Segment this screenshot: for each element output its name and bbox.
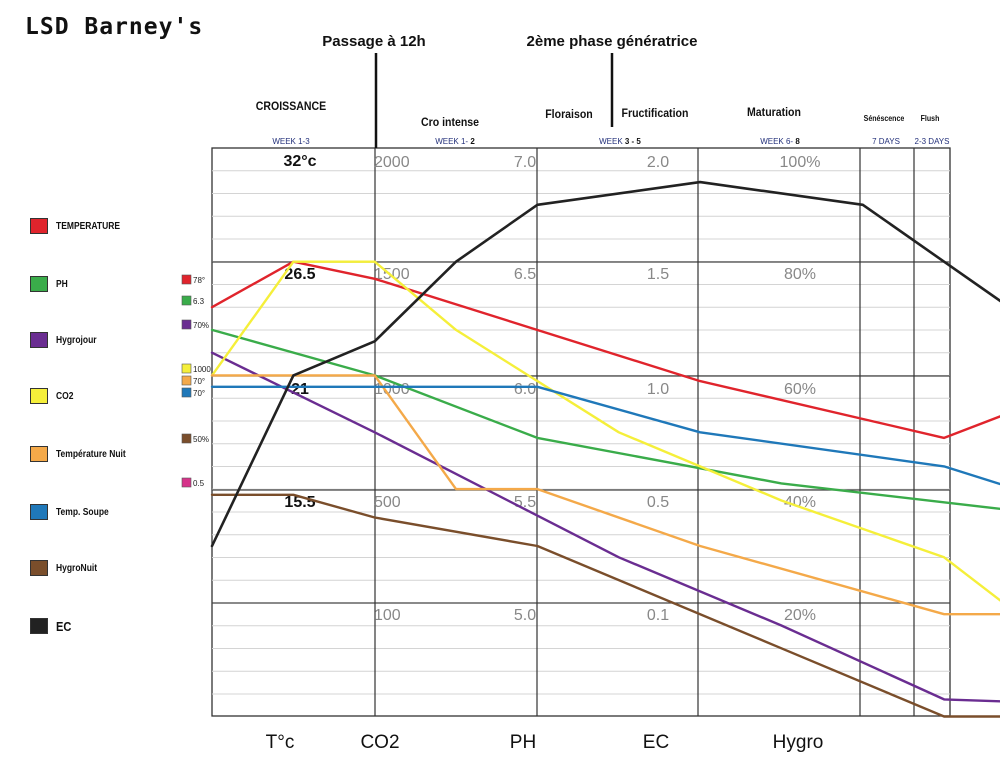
legend-item: CO2 bbox=[30, 386, 77, 406]
start-marker-label: 1000 bbox=[193, 365, 211, 374]
legend-label: TEMPERATURE bbox=[56, 220, 121, 232]
legend-swatch bbox=[30, 560, 48, 576]
tick-label: 100% bbox=[780, 154, 821, 171]
legend-swatch bbox=[30, 504, 48, 520]
series-line bbox=[210, 328, 1000, 511]
legend-label: HygroNuit bbox=[56, 562, 98, 574]
start-marker-label: 0.5 bbox=[193, 479, 205, 488]
tick-label: 32°c bbox=[283, 153, 316, 170]
phase-name: Floraison bbox=[545, 108, 593, 121]
phase-name: Flush bbox=[921, 114, 940, 124]
legend-label: Température Nuit bbox=[56, 448, 126, 460]
tick-label: 1500 bbox=[374, 266, 410, 283]
axis-name: Hygro bbox=[773, 732, 824, 753]
start-marker-swatch bbox=[181, 375, 192, 386]
start-marker-swatch bbox=[181, 387, 192, 398]
tick-label: 1.0 bbox=[647, 381, 669, 398]
axis-name: T°c bbox=[266, 732, 295, 753]
phase-week: WEEK 1-3 bbox=[272, 137, 310, 146]
plot-frame bbox=[211, 147, 951, 717]
phase-week: WEEK 6- 8 bbox=[760, 137, 800, 146]
chart-title: LSD Barney's bbox=[25, 14, 204, 40]
tick-label: 80% bbox=[784, 266, 816, 283]
legend-swatch bbox=[30, 618, 48, 634]
legend-item: EC bbox=[30, 616, 74, 636]
phase-week: 7 DAYS bbox=[872, 137, 900, 146]
legend-item: Temp. Soupe bbox=[30, 502, 118, 522]
start-marker-label: 78° bbox=[193, 276, 205, 285]
tick-label: 20% bbox=[784, 607, 816, 624]
annotation-phase2: 2ème phase génératrice bbox=[527, 33, 698, 50]
legend-label: Hygrojour bbox=[56, 334, 97, 346]
tick-label: 40% bbox=[784, 494, 816, 511]
series-line bbox=[210, 374, 1000, 616]
phase-week: 2-3 DAYS bbox=[915, 137, 950, 146]
tick-label: 500 bbox=[374, 494, 401, 511]
tick-label: 6.0 bbox=[514, 381, 536, 398]
legend-swatch bbox=[30, 332, 48, 348]
start-marker-label: 6.3 bbox=[193, 297, 205, 306]
start-marker-swatch bbox=[181, 319, 192, 330]
legend-label: PH bbox=[56, 278, 68, 290]
legend-swatch bbox=[30, 446, 48, 462]
tick-label: 0.1 bbox=[647, 607, 669, 624]
tick-label: 6.5 bbox=[514, 266, 536, 283]
legend-swatch bbox=[30, 218, 48, 234]
tick-label: 60% bbox=[784, 381, 816, 398]
start-marker-label: 70° bbox=[193, 377, 205, 386]
annotation-passage: Passage à 12h bbox=[322, 33, 425, 50]
phase-name: Fructification bbox=[622, 107, 689, 120]
tick-label: 5.0 bbox=[514, 607, 536, 624]
start-marker-swatch bbox=[181, 477, 192, 488]
axis-name: EC bbox=[643, 732, 669, 753]
legend-swatch bbox=[30, 276, 48, 292]
start-marker-swatch bbox=[181, 295, 192, 306]
legend-label: EC bbox=[56, 618, 72, 634]
axis-name: CO2 bbox=[360, 732, 399, 753]
legend-item: Hygrojour bbox=[30, 330, 104, 350]
tick-label: 7.0 bbox=[514, 154, 536, 171]
axis-name: PH bbox=[510, 732, 536, 753]
legend-item: PH bbox=[30, 274, 70, 294]
start-marker-label: 70% bbox=[193, 321, 209, 330]
tick-label: 0.5 bbox=[647, 494, 669, 511]
phase-name: CROISSANCE bbox=[256, 100, 327, 113]
start-marker-swatch bbox=[181, 274, 192, 285]
phase-name: Maturation bbox=[747, 106, 801, 119]
series-line bbox=[210, 351, 1000, 703]
start-marker-label: 70° bbox=[193, 389, 205, 398]
phase-week: WEEK 3 - 5 bbox=[599, 137, 641, 146]
tick-label: 2.0 bbox=[647, 154, 669, 171]
legend-item: HygroNuit bbox=[30, 558, 104, 578]
legend-label: Temp. Soupe bbox=[56, 506, 109, 518]
phase-week: WEEK 1- 2 bbox=[435, 137, 475, 146]
series-line bbox=[210, 260, 1000, 602]
legend-item: TEMPERATURE bbox=[30, 216, 131, 236]
series-line bbox=[210, 385, 1000, 486]
phase-name: Cro intense bbox=[421, 116, 479, 129]
legend-label: CO2 bbox=[56, 390, 74, 402]
series-line bbox=[210, 180, 1000, 548]
tick-label: 26.5 bbox=[284, 266, 315, 283]
tick-label: 1.5 bbox=[647, 266, 669, 283]
start-marker-swatch bbox=[181, 433, 192, 444]
legend-swatch bbox=[30, 388, 48, 404]
tick-label: 100 bbox=[374, 607, 401, 624]
phase-name: Sénéscence bbox=[864, 114, 905, 124]
legend-item: Température Nuit bbox=[30, 444, 138, 464]
series-line bbox=[210, 493, 1000, 718]
tick-label: 2000 bbox=[374, 154, 410, 171]
start-marker-swatch bbox=[181, 363, 192, 374]
start-marker-label: 50% bbox=[193, 435, 209, 444]
